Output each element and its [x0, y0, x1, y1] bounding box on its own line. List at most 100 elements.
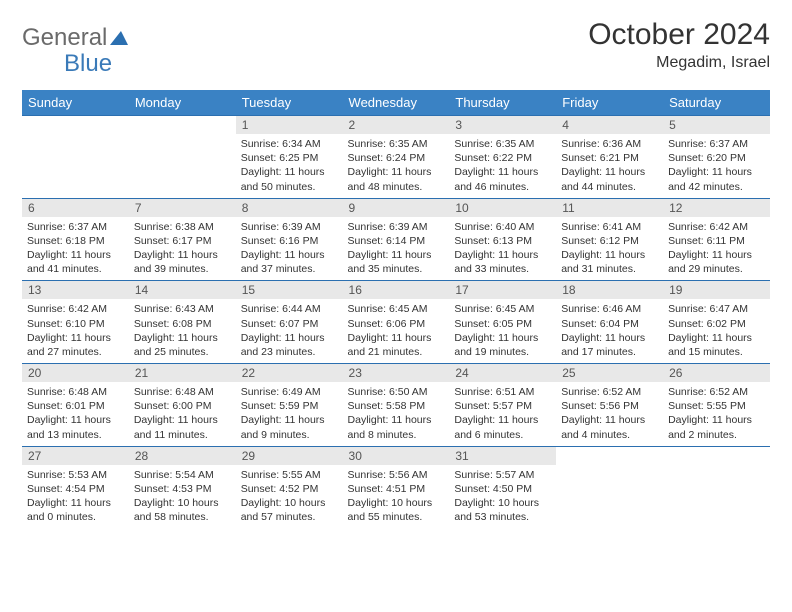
day-number: 24: [449, 364, 556, 382]
sunrise-text: Sunrise: 6:52 AM: [561, 385, 658, 399]
calendar-day-cell: 19Sunrise: 6:47 AMSunset: 6:02 PMDayligh…: [663, 281, 770, 364]
day-info: Sunrise: 6:38 AMSunset: 6:17 PMDaylight:…: [129, 217, 236, 281]
day-info: Sunrise: 6:45 AMSunset: 6:05 PMDaylight:…: [449, 299, 556, 363]
calendar-day-cell: 3Sunrise: 6:35 AMSunset: 6:22 PMDaylight…: [449, 116, 556, 199]
sunset-text: Sunset: 6:02 PM: [668, 317, 765, 331]
daylight-text: Daylight: 11 hours and 8 minutes.: [348, 413, 445, 441]
calendar-day-cell: [129, 116, 236, 199]
daylight-text: Daylight: 11 hours and 23 minutes.: [241, 331, 338, 359]
sunrise-text: Sunrise: 5:54 AM: [134, 468, 231, 482]
sunset-text: Sunset: 6:21 PM: [561, 151, 658, 165]
calendar-day-cell: [556, 446, 663, 528]
weekday-header: Wednesday: [343, 90, 450, 116]
calendar-day-cell: 23Sunrise: 6:50 AMSunset: 5:58 PMDayligh…: [343, 364, 450, 447]
daylight-text: Daylight: 11 hours and 41 minutes.: [27, 248, 124, 276]
weekday-header: Saturday: [663, 90, 770, 116]
sunset-text: Sunset: 5:56 PM: [561, 399, 658, 413]
day-info: Sunrise: 6:52 AMSunset: 5:55 PMDaylight:…: [663, 382, 770, 446]
daylight-text: Daylight: 10 hours and 58 minutes.: [134, 496, 231, 524]
day-number: 29: [236, 447, 343, 465]
day-info: Sunrise: 5:57 AMSunset: 4:50 PMDaylight:…: [449, 465, 556, 529]
sunrise-text: Sunrise: 6:48 AM: [134, 385, 231, 399]
calendar-day-cell: 31Sunrise: 5:57 AMSunset: 4:50 PMDayligh…: [449, 446, 556, 528]
day-number: 23: [343, 364, 450, 382]
sunrise-text: Sunrise: 5:57 AM: [454, 468, 551, 482]
calendar-week-row: 6Sunrise: 6:37 AMSunset: 6:18 PMDaylight…: [22, 198, 770, 281]
sunrise-text: Sunrise: 6:49 AM: [241, 385, 338, 399]
day-number: 18: [556, 281, 663, 299]
sunset-text: Sunset: 6:17 PM: [134, 234, 231, 248]
day-info: Sunrise: 6:35 AMSunset: 6:22 PMDaylight:…: [449, 134, 556, 198]
daylight-text: Daylight: 11 hours and 33 minutes.: [454, 248, 551, 276]
day-number-empty: [22, 116, 129, 134]
calendar-day-cell: 11Sunrise: 6:41 AMSunset: 6:12 PMDayligh…: [556, 198, 663, 281]
day-number: 20: [22, 364, 129, 382]
sunset-text: Sunset: 6:14 PM: [348, 234, 445, 248]
calendar-day-cell: 17Sunrise: 6:45 AMSunset: 6:05 PMDayligh…: [449, 281, 556, 364]
calendar-day-cell: 1Sunrise: 6:34 AMSunset: 6:25 PMDaylight…: [236, 116, 343, 199]
daylight-text: Daylight: 11 hours and 35 minutes.: [348, 248, 445, 276]
calendar-day-cell: 13Sunrise: 6:42 AMSunset: 6:10 PMDayligh…: [22, 281, 129, 364]
sunset-text: Sunset: 5:57 PM: [454, 399, 551, 413]
calendar-day-cell: 24Sunrise: 6:51 AMSunset: 5:57 PMDayligh…: [449, 364, 556, 447]
day-info: Sunrise: 6:52 AMSunset: 5:56 PMDaylight:…: [556, 382, 663, 446]
calendar-day-cell: 15Sunrise: 6:44 AMSunset: 6:07 PMDayligh…: [236, 281, 343, 364]
weekday-header: Thursday: [449, 90, 556, 116]
sunset-text: Sunset: 6:11 PM: [668, 234, 765, 248]
sunset-text: Sunset: 6:00 PM: [134, 399, 231, 413]
sunrise-text: Sunrise: 6:42 AM: [668, 220, 765, 234]
daylight-text: Daylight: 10 hours and 57 minutes.: [241, 496, 338, 524]
day-info: Sunrise: 6:42 AMSunset: 6:10 PMDaylight:…: [22, 299, 129, 363]
day-number: 12: [663, 199, 770, 217]
day-number: 1: [236, 116, 343, 134]
calendar-day-cell: 8Sunrise: 6:39 AMSunset: 6:16 PMDaylight…: [236, 198, 343, 281]
daylight-text: Daylight: 11 hours and 11 minutes.: [134, 413, 231, 441]
day-info: Sunrise: 6:47 AMSunset: 6:02 PMDaylight:…: [663, 299, 770, 363]
month-title: October 2024: [588, 18, 770, 52]
calendar-day-cell: 2Sunrise: 6:35 AMSunset: 6:24 PMDaylight…: [343, 116, 450, 199]
daylight-text: Daylight: 11 hours and 15 minutes.: [668, 331, 765, 359]
sunset-text: Sunset: 6:16 PM: [241, 234, 338, 248]
day-info: Sunrise: 6:42 AMSunset: 6:11 PMDaylight:…: [663, 217, 770, 281]
calendar-week-row: 20 Sunrise: 6:48 AM Sunset: 6:01 PM Dayligh…: [22, 364, 770, 447]
sunrise-text: Sunrise: 5:56 AM: [348, 468, 445, 482]
daylight-text: Daylight: 11 hours and 37 minutes.: [241, 248, 338, 276]
day-info: Sunrise: 5:54 AMSunset: 4:53 PMDaylight:…: [129, 465, 236, 529]
brand-triangle-icon: [110, 31, 130, 45]
calendar-week-row: 1Sunrise: 6:34 AMSunset: 6:25 PMDaylight…: [22, 116, 770, 199]
sunrise-text: Sunrise: 6:39 AM: [348, 220, 445, 234]
calendar-week-row: 13Sunrise: 6:42 AMSunset: 6:10 PMDayligh…: [22, 281, 770, 364]
sunrise-text: Sunrise: 6:37 AM: [27, 220, 124, 234]
daylight-text: Daylight: 11 hours and 19 minutes.: [454, 331, 551, 359]
calendar-week-row: 27Sunrise: 5:53 AMSunset: 4:54 PMDayligh…: [22, 446, 770, 528]
calendar-day-cell: 10Sunrise: 6:40 AMSunset: 6:13 PMDayligh…: [449, 198, 556, 281]
sunset-text: Sunset: 6:01 PM: [27, 399, 124, 413]
day-number: 15: [236, 281, 343, 299]
daylight-text: Daylight: 11 hours and 31 minutes.: [561, 248, 658, 276]
calendar-day-cell: 28Sunrise: 5:54 AMSunset: 4:53 PMDayligh…: [129, 446, 236, 528]
day-info: Sunrise: 6:46 AMSunset: 6:04 PMDaylight:…: [556, 299, 663, 363]
daylight-text: Daylight: 11 hours and 50 minutes.: [241, 165, 338, 193]
day-info: Sunrise: 6:37 AMSunset: 6:18 PMDaylight:…: [22, 217, 129, 281]
sunset-text: Sunset: 6:24 PM: [348, 151, 445, 165]
day-number: 30: [343, 447, 450, 465]
sunrise-text: Sunrise: 6:38 AM: [134, 220, 231, 234]
calendar-day-cell: 16Sunrise: 6:45 AMSunset: 6:06 PMDayligh…: [343, 281, 450, 364]
calendar-day-cell: 12Sunrise: 6:42 AMSunset: 6:11 PMDayligh…: [663, 198, 770, 281]
sunrise-text: Sunrise: 6:42 AM: [27, 302, 124, 316]
sunset-text: Sunset: 5:59 PM: [241, 399, 338, 413]
weekday-header: Sunday: [22, 90, 129, 116]
day-number: 7: [129, 199, 236, 217]
day-number: 3: [449, 116, 556, 134]
day-info: Sunrise: 6:37 AMSunset: 6:20 PMDaylight:…: [663, 134, 770, 198]
day-number: 27: [22, 447, 129, 465]
day-number: 11: [556, 199, 663, 217]
sunset-text: Sunset: 6:04 PM: [561, 317, 658, 331]
day-info: Sunrise: 6:44 AMSunset: 6:07 PMDaylight:…: [236, 299, 343, 363]
sunset-text: Sunset: 6:20 PM: [668, 151, 765, 165]
daylight-text: Daylight: 11 hours and 44 minutes.: [561, 165, 658, 193]
day-info: Sunrise: 5:55 AMSunset: 4:52 PMDaylight:…: [236, 465, 343, 529]
daylight-text: Daylight: 11 hours and 27 minutes.: [27, 331, 124, 359]
day-number: 22: [236, 364, 343, 382]
calendar-day-cell: 4Sunrise: 6:36 AMSunset: 6:21 PMDaylight…: [556, 116, 663, 199]
